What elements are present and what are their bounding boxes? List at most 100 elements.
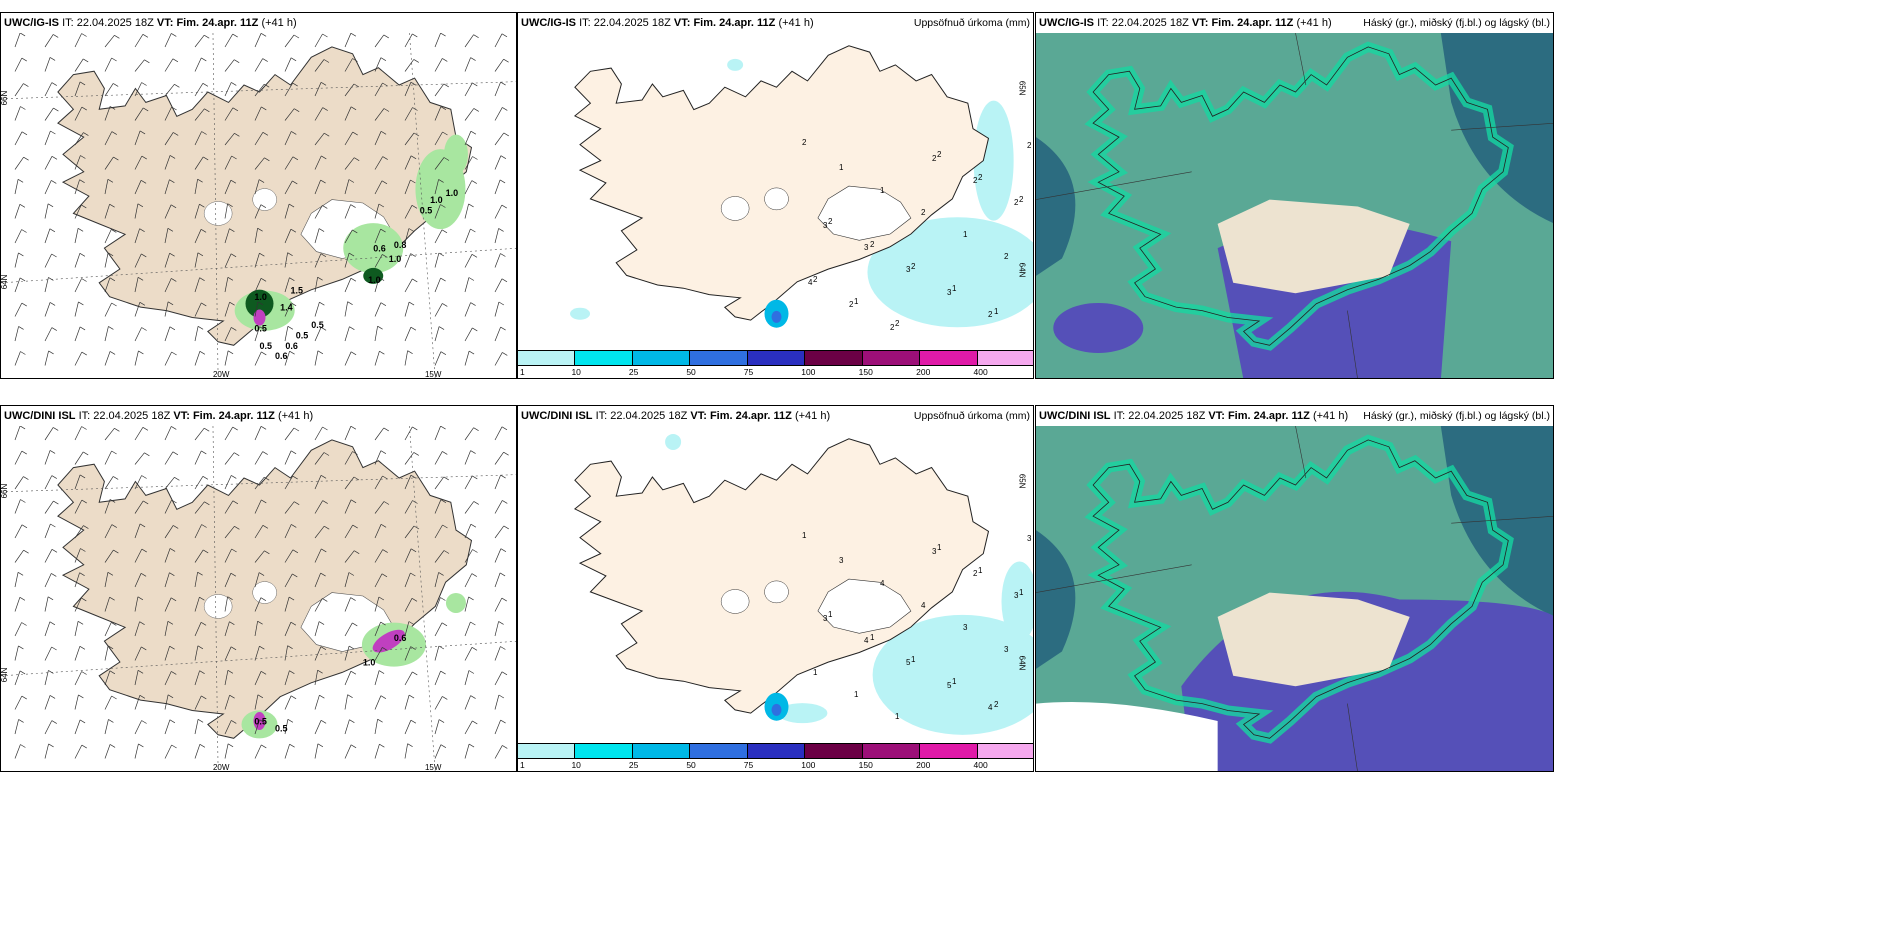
precip-value-label: 1: [854, 297, 859, 306]
init-time: 22.04.2025 18Z: [610, 410, 688, 422]
wind-panel: UWC/DINI ISL IT: 22.04.2025 18Z VT: Fim.…: [0, 405, 517, 772]
field-title: Uppsöfnuð úrkoma (mm): [913, 406, 1030, 426]
model-name: UWC/IG-IS: [4, 17, 59, 29]
vt-label: VT:: [673, 17, 691, 29]
colorbar-swatch: [862, 350, 921, 366]
colorbar-tick: 1: [520, 367, 525, 377]
it-label: IT:: [1097, 17, 1109, 29]
colorbar-tick: 400: [973, 760, 988, 770]
precip-value-label: 1: [802, 531, 807, 540]
valid-time: Fim. 24.apr. 11Z: [176, 17, 259, 29]
precip-value-label: 2: [870, 240, 875, 249]
wind-panel: UWC/IG-IS IT: 22.04.2025 18Z VT: Fim. 24…: [0, 12, 517, 379]
colorbar-swatch: [747, 743, 806, 759]
colorbar-swatch: [690, 743, 748, 759]
model-name: UWC/DINI ISL: [4, 410, 76, 422]
lon-label: 20W: [213, 370, 230, 379]
precip-value-label: 2: [911, 262, 916, 271]
it-label: IT:: [78, 410, 91, 422]
lat-label: 65N: [1017, 81, 1026, 96]
panel-header: UWC/DINI ISL IT: 22.04.2025 18Z VT: Fim.…: [1, 406, 516, 426]
colorbar-swatch: [747, 350, 806, 366]
colorbar-tick: 10: [571, 760, 581, 770]
lon-label: 15W: [425, 763, 442, 772]
wind-value-label: 1.0: [446, 188, 459, 198]
precip-value-label: 3: [864, 243, 869, 252]
precip-value-label: 1: [952, 284, 957, 293]
precip-value-label: 2: [813, 275, 818, 284]
precip-value-label: 3: [932, 547, 937, 556]
precip-value-label: 2: [895, 319, 900, 328]
colorbar-tick: 150: [858, 367, 873, 377]
vt-label: VT:: [690, 410, 707, 422]
precip-value-label: 4: [880, 579, 885, 588]
precip-value-label: 4: [988, 703, 993, 712]
field-title: Háský (gr.), miðský (fj.bl.) og lágský (…: [1363, 13, 1550, 33]
precip-colorbar: 1 10 25 50 75 100 150 200 400: [518, 350, 1033, 378]
model-name: UWC/DINI ISL: [521, 410, 593, 422]
precip-value-label: 2: [849, 300, 854, 309]
lat-label: 64N: [1, 667, 9, 682]
lead-time: (+41 h): [1296, 17, 1332, 29]
panel-header: UWC/IG-IS IT: 22.04.2025 18Z VT: Fim. 24…: [518, 13, 1033, 33]
colorbar-swatch: [575, 350, 633, 366]
precip-value-label: 1: [870, 633, 875, 642]
precip-value-label: 2: [994, 700, 999, 709]
colorbar-tick: 75: [743, 367, 754, 377]
precip-value-label: 3: [1004, 645, 1009, 654]
valid-time: Fim. 24.apr. 11Z: [192, 410, 275, 422]
precip-value-label: 2: [890, 323, 895, 332]
precip-value-label: 1: [895, 712, 900, 721]
wind-value-label: 0.5: [260, 341, 273, 351]
precip-value-label: 2: [973, 176, 978, 185]
lead-time: (+41 h): [261, 17, 297, 29]
lat-label: 65N: [1017, 474, 1026, 489]
precip-value-label: 2: [921, 208, 926, 217]
precip-panel: UWC/IG-IS IT: 22.04.2025 18Z VT: Fim. 24…: [517, 12, 1034, 379]
lat-label: 64N: [1, 274, 9, 289]
model-name: UWC/IG-IS: [521, 17, 576, 29]
precip-value-label: 2: [1004, 252, 1009, 261]
precip-value-label: 2: [1019, 195, 1024, 204]
wind-value-label: 0.6: [394, 633, 407, 643]
precip-value-label: 4: [808, 278, 813, 287]
lead-time: (+41 h): [778, 17, 814, 29]
precip-value-label: 1: [839, 163, 844, 172]
precip-value-label: 5: [947, 681, 952, 690]
precip-value-label: 2: [1027, 141, 1032, 150]
panel-header: UWC/DINI ISL IT: 22.04.2025 18Z VT: Fim.…: [518, 406, 1033, 426]
init-time: 22.04.2025 18Z: [593, 17, 671, 29]
wind-value-label: 1.0: [363, 657, 376, 667]
wind-value-label: 1.4: [280, 303, 293, 313]
precip-value-label: 3: [823, 614, 828, 623]
valid-time: Fim. 24.apr. 11Z: [1211, 17, 1294, 29]
field-title: Uppsöfnuð úrkoma (mm): [913, 13, 1030, 33]
precip-value-label: 1: [978, 566, 983, 575]
precip-value-label: 3: [947, 288, 952, 297]
precip-value-label: 1: [994, 307, 999, 316]
colorbar-tick: 150: [858, 760, 873, 770]
precip-value-label: 2: [988, 310, 993, 319]
precip-value-label: 2: [973, 569, 978, 578]
wind-value-label: 0.6: [373, 244, 386, 254]
init-time: 22.04.2025 18Z: [76, 17, 154, 29]
it-label: IT:: [579, 17, 591, 29]
wind-value-label: 1.5: [291, 285, 304, 295]
init-time: 22.04.2025 18Z: [1111, 17, 1189, 29]
precip-value-label: 1: [963, 230, 968, 239]
vt-label: VT:: [156, 17, 174, 29]
it-label: IT:: [595, 410, 608, 422]
wind-value-label: 0.5: [420, 205, 433, 215]
cloud-panel: UWC/DINI ISL IT: 22.04.2025 18Z VT: Fim.…: [1035, 405, 1554, 772]
wind-value-label: 0.5: [254, 323, 267, 333]
precip-value-label: 1: [880, 186, 885, 195]
map-canvas: [1036, 426, 1553, 771]
init-time: 22.04.2025 18Z: [1128, 410, 1206, 422]
it-label: IT:: [62, 17, 74, 29]
colorbar-swatch: [518, 743, 576, 759]
wind-value-label: 0.6: [285, 341, 298, 351]
map-canvas: 20W 15W66N64N1.01.41.50.50.50.50.60.50.60…: [1, 33, 516, 379]
colorbar-swatch: [632, 350, 691, 366]
init-time: 22.04.2025 18Z: [93, 410, 171, 422]
